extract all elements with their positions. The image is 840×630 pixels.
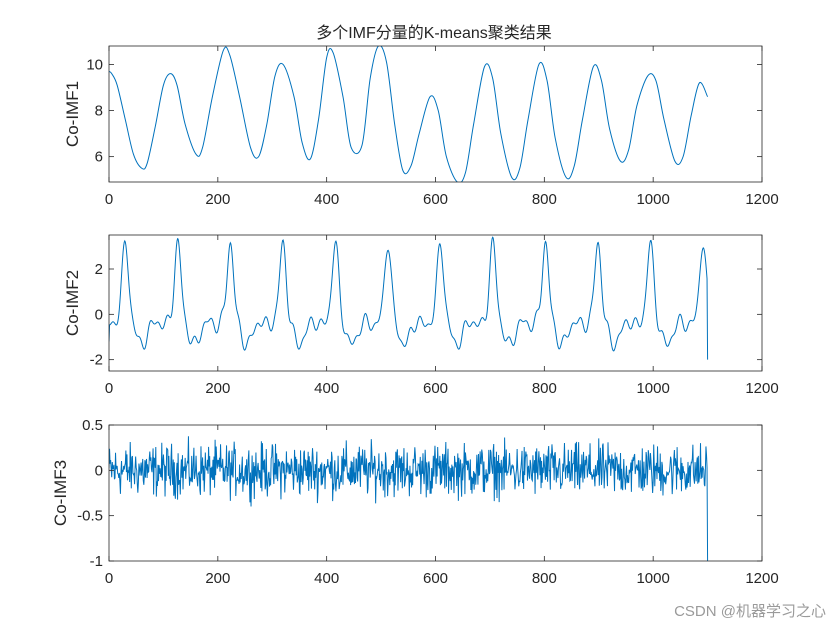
x-tick-label: 400: [314, 380, 339, 397]
x-tick-label: 800: [532, 570, 557, 587]
series-line-3: [109, 436, 709, 561]
y-tick-label: 2: [95, 261, 103, 278]
series-line-2: [109, 236, 709, 360]
x-tick-label: 400: [314, 570, 339, 587]
x-tick-label: 200: [205, 191, 230, 208]
y-axis-label: Co-IMF2: [63, 270, 82, 336]
y-axis-label: Co-IMF3: [51, 460, 70, 526]
y-tick-label: -1: [90, 553, 103, 570]
x-tick-label: 200: [205, 380, 230, 397]
watermark: CSDN @机器学习之心: [674, 603, 826, 620]
x-tick-label: 800: [532, 191, 557, 208]
y-tick-label: 0.5: [82, 417, 103, 434]
x-tick-label: 0: [105, 380, 113, 397]
x-tick-label: 400: [314, 191, 339, 208]
subplot-3: 0 200 400 600 800 1000 1200 -1 -0.5 0 0.5 Co-IMF3: [51, 417, 779, 587]
y-tick-label: -0.5: [77, 508, 103, 525]
x-tick-label: 1000: [636, 380, 669, 397]
x-tick-label: 1000: [636, 191, 669, 208]
series-line-1: [109, 46, 709, 182]
x-tick-label: 600: [423, 191, 448, 208]
x-tick-label: 800: [532, 380, 557, 397]
y-tick-label: 10: [86, 56, 103, 73]
x-tick-label: 1200: [745, 380, 778, 397]
y-tick-label: 0: [95, 462, 103, 479]
y-axis-label: Co-IMF1: [63, 81, 82, 147]
x-tick-label: 600: [423, 570, 448, 587]
x-tick-label: 0: [105, 570, 113, 587]
x-tick-label: 200: [205, 570, 230, 587]
y-tick-label: 6: [95, 149, 103, 166]
x-tick-label: 1200: [745, 570, 778, 587]
y-tick-label: 0: [95, 306, 103, 323]
x-tick-label: 1000: [636, 570, 669, 587]
chart-title: 多个IMF分量的K-means聚类结果: [316, 24, 552, 42]
x-tick-label: 0: [105, 191, 113, 208]
y-tick-label: -2: [90, 352, 103, 369]
x-tick-label: 1200: [745, 191, 778, 208]
x-tick-label: 600: [423, 380, 448, 397]
y-tick-label: 8: [95, 103, 103, 120]
